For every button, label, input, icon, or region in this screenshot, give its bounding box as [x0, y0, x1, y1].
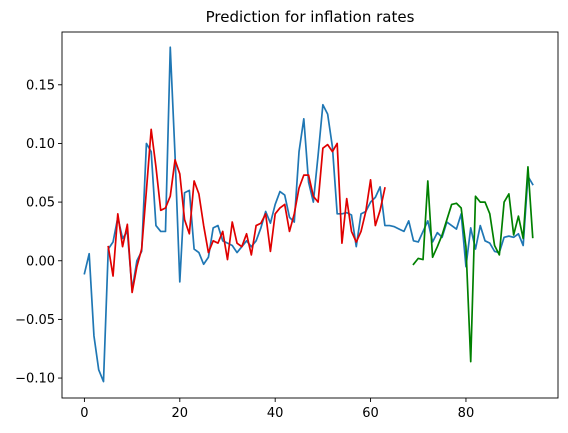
x-tick-label: 60	[362, 406, 379, 421]
chart-title: Prediction for inflation rates	[206, 8, 415, 26]
x-tick-label: 80	[458, 406, 475, 421]
y-tick-label: −0.05	[15, 313, 55, 328]
y-tick-label: 0.15	[26, 78, 55, 93]
series-line-1	[83, 46, 534, 383]
x-tick-label: 40	[267, 406, 284, 421]
y-tick-label: 0.10	[26, 137, 55, 152]
series-line-3	[412, 166, 534, 363]
series-layer	[83, 46, 534, 383]
y-tick-label: 0.00	[26, 254, 55, 269]
axes-layer: 0 20 40 60 80 −0.10 −0.05 0.00 0.05 0.10 0.15	[15, 31, 559, 421]
y-tick-label: −0.10	[15, 372, 55, 387]
y-tick-label: 0.05	[26, 196, 55, 211]
x-tick-label: 0	[80, 406, 88, 421]
series-line-2	[107, 128, 386, 294]
plot-frame	[61, 31, 559, 399]
x-tick-label: 20	[172, 406, 189, 421]
